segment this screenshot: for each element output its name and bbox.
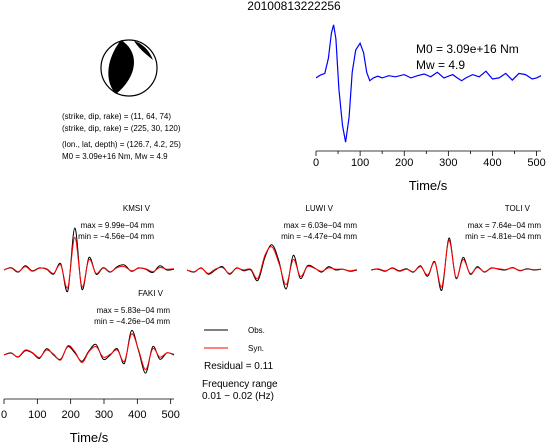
station-min: min = −4.56e−04 mm xyxy=(78,232,154,241)
stf-tick-label: 0 xyxy=(313,157,319,169)
station-max: max = 5.83e−04 mm xyxy=(97,306,171,315)
station-panel-luwi: LUWI V max = 6.03e−04 mm min = −4.47e−04… xyxy=(186,204,358,290)
stf-tick-label: 100 xyxy=(351,157,369,169)
station-panel-toli: TOLI V max = 7.64e−04 mm min = −4.81e−04… xyxy=(370,204,542,291)
station-name: FAKI V xyxy=(138,289,164,298)
station-panel-faki: FAKI V max = 5.83e−04 mm min = −4.26e−04… xyxy=(3,289,175,374)
beachball-icon xyxy=(100,39,158,97)
syn-trace xyxy=(186,246,358,286)
mechanism-plane2: (strike, dip, rake) = (225, 30, 120) xyxy=(62,124,181,133)
station-min: min = −4.26e−04 mm xyxy=(94,317,170,326)
syn-trace xyxy=(370,240,542,288)
obs-trace xyxy=(186,244,358,290)
legend: Obs. Syn. Residual = 0.11 Frequency rang… xyxy=(202,326,278,402)
stf-tick-label: 200 xyxy=(395,157,413,169)
station-name: TOLI V xyxy=(505,204,531,213)
syn-trace xyxy=(3,333,175,371)
bottom-tick-label: 200 xyxy=(61,409,79,421)
bottom-tick-label: 100 xyxy=(28,409,46,421)
stf-tick-label: 300 xyxy=(439,157,457,169)
bottom-tick-label: 400 xyxy=(128,409,146,421)
stf-m0-label: M0 = 3.09e+16 Nm xyxy=(416,42,519,56)
station-panel-kmsi: KMSI V max = 9.99e−04 mm min = −4.56e−04… xyxy=(3,204,175,293)
legend-obs-label: Obs. xyxy=(248,326,265,335)
station-min: min = −4.81e−04 mm xyxy=(465,232,541,241)
stf-panel: 0 100 200 300 400 500 M0 = 3.09e+16 Nm Mw = 4… xyxy=(313,24,546,193)
legend-syn-label: Syn. xyxy=(248,344,264,353)
bottom-tick-label: 300 xyxy=(95,409,113,421)
bottom-tick-label: 500 xyxy=(161,409,179,421)
station-max: max = 7.64e−04 mm xyxy=(468,221,542,230)
bottom-x-axis-label: Time/s xyxy=(70,430,109,445)
station-name: KMSI V xyxy=(123,204,151,213)
figure-title: 20100813222256 xyxy=(247,0,341,13)
residual-label: Residual = 0.11 xyxy=(204,361,273,372)
bottom-tick-label: 0 xyxy=(1,409,7,421)
stf-tick-label: 500 xyxy=(527,157,545,169)
stf-series xyxy=(315,24,542,143)
stf-tick-label: 400 xyxy=(483,157,501,169)
mechanism-moment: M0 = 3.09e+16 Nm, Mw = 4.9 xyxy=(62,152,168,161)
stf-x-ticks: 0 100 200 300 400 500 xyxy=(313,151,546,169)
stf-mw-label: Mw = 4.9 xyxy=(416,58,465,72)
mechanism-plane1: (strike, dip, rake) = (11, 64, 74) xyxy=(62,112,171,121)
syn-trace xyxy=(3,236,175,289)
bottom-x-ticks: 0 100 200 300 400 500 xyxy=(1,399,180,421)
station-min: min = −4.47e−04 mm xyxy=(281,232,357,241)
obs-trace xyxy=(370,237,542,291)
frequency-title: Frequency range xyxy=(202,379,278,390)
stf-x-axis-label: Time/s xyxy=(409,178,448,193)
mechanism-location: (lon., lat, depth) = (126.7, 4.2, 25) xyxy=(62,140,181,149)
station-max: max = 6.03e−04 mm xyxy=(284,221,358,230)
bottom-axis: 0 100 200 300 400 500 Time/s xyxy=(1,398,180,445)
station-max: max = 9.99e−04 mm xyxy=(81,221,155,230)
frequency-value: 0.01 − 0.02 (Hz) xyxy=(202,391,274,402)
station-name: LUWI V xyxy=(305,204,333,213)
